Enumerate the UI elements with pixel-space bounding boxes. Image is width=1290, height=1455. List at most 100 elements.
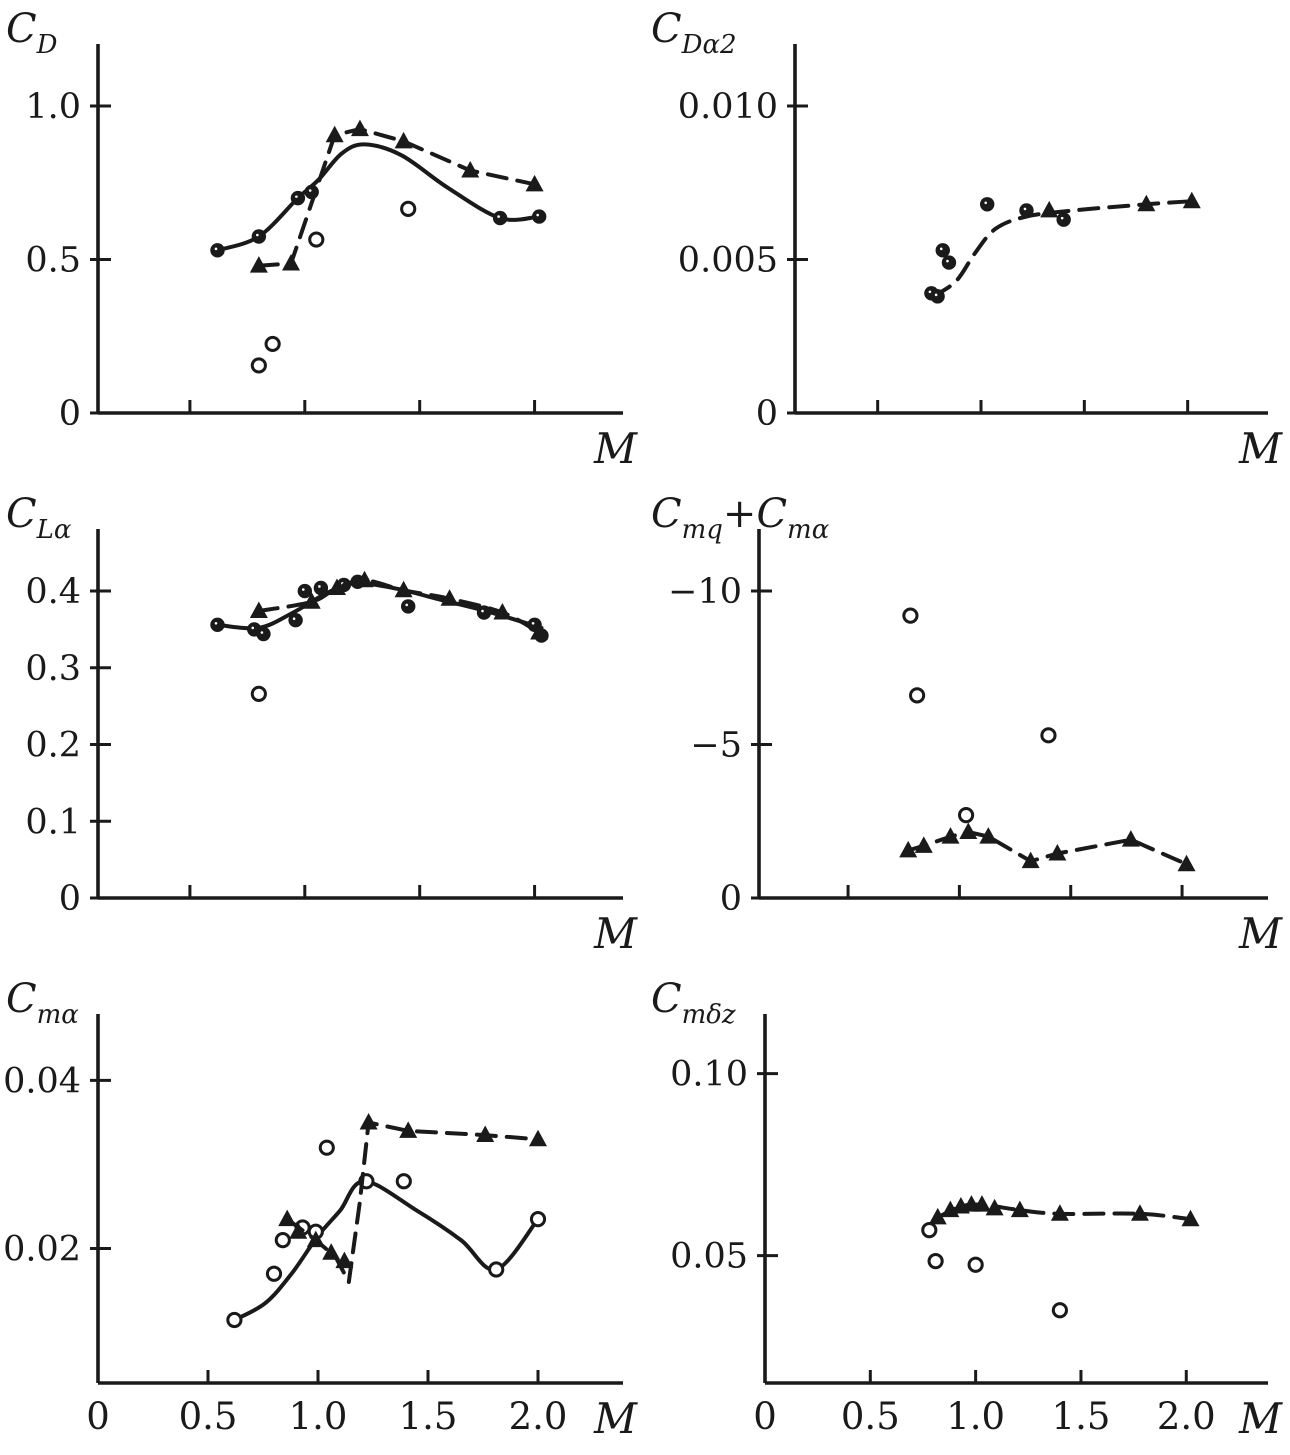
filled-circle-marker (930, 289, 945, 304)
marker-highlight (260, 631, 264, 634)
triangle-marker (529, 1129, 547, 1147)
y-tick-label: 0.4 (25, 572, 81, 612)
triangle-marker (461, 161, 480, 178)
axes: 0 0.5 1.0 (25, 44, 623, 434)
open-circle-marker (400, 200, 417, 217)
series-open-circles (250, 200, 417, 374)
y-tick-label: 0.04 (3, 1061, 81, 1101)
triangle-marker (928, 1207, 947, 1225)
series-line (232, 1179, 540, 1322)
axis-title-sub: mq (682, 515, 723, 545)
marker-highlight (934, 293, 938, 297)
y-tick-label: 0.02 (3, 1230, 81, 1270)
series-open-circles (250, 685, 267, 702)
open-circle-marker (488, 1261, 505, 1278)
series-solid-filled-circles (210, 142, 547, 258)
filled-circle-marker (290, 190, 306, 206)
triangle-marker (941, 827, 960, 844)
triangle-marker (249, 256, 268, 273)
open-circle-marker (308, 231, 325, 248)
axes: 0.02 0.04 0 0.5 1.0 1.5 2.0 (3, 1014, 623, 1438)
axis-title-base: C (651, 6, 682, 52)
triangle-marker (1050, 1204, 1069, 1221)
marker-highlight (318, 585, 321, 588)
triangle-marker (1177, 854, 1196, 872)
axis-title: CD​ (6, 6, 58, 60)
y-tick-label: 0.3 (25, 649, 81, 689)
triangle-marker (440, 589, 459, 606)
open-circle-marker (957, 807, 975, 824)
filled-circle-marker (941, 255, 957, 270)
open-circle-marker (265, 1265, 283, 1282)
filled-circle-marker (210, 617, 225, 633)
axis-title-base: C (651, 976, 682, 1022)
x-axis-label: M (1238, 1394, 1283, 1443)
marker-highlight (302, 588, 305, 591)
open-circle-marker (921, 1222, 938, 1239)
cmdz-chart: 0.05 0.10 0 0.5 1.0 1.5 2.0 Cmδz​ M (651, 976, 1283, 1443)
filled-circle-marker (297, 583, 312, 599)
triangle-marker (1121, 830, 1140, 847)
y-tick-label: −10 (668, 572, 742, 612)
marker-highlight (295, 195, 298, 198)
series-dashed-filled-triangles (249, 570, 549, 640)
x-axis-label: M (593, 424, 638, 473)
series-dashed-filled-triangles (278, 1112, 547, 1285)
marker-highlight (928, 290, 932, 294)
y-tick-label: 0.5 (25, 241, 81, 281)
triangle-marker (394, 131, 413, 149)
x-tick-label: 0 (86, 1395, 110, 1438)
axis-title-sub: mα (37, 1000, 80, 1030)
marker-highlight (536, 213, 539, 217)
triangle-marker (289, 1222, 308, 1239)
marker-highlight (405, 603, 409, 607)
axis-title-base: C (651, 491, 682, 537)
y-tick-label: 0.010 (678, 87, 778, 127)
triangle-marker (1137, 194, 1156, 212)
marker-highlight (214, 247, 218, 251)
axis-title-base: C (6, 491, 37, 537)
axis-title: Cmα​ (6, 976, 79, 1030)
open-circle-marker (264, 335, 281, 353)
triangle-marker (979, 827, 998, 844)
open-circle-marker (226, 1311, 243, 1329)
y-tick-label: 0.05 (670, 1237, 748, 1277)
open-circle-marker (318, 1139, 335, 1156)
axis-title-sub: mδz (682, 1000, 736, 1030)
axis-title-sub: Dα2 (681, 30, 737, 60)
triangle-marker (302, 592, 321, 609)
filled-circle-marker (210, 243, 225, 258)
marker-highlight (1060, 216, 1064, 220)
x-axis-label: M (593, 909, 638, 958)
axes: 0 −5 −10 (668, 529, 1268, 919)
axes: 0 0.1 0.2 0.3 0.4 (25, 529, 623, 919)
marker-highlight (251, 626, 255, 630)
y-tick-label: 0.2 (25, 726, 81, 766)
marker-highlight (984, 201, 987, 205)
x-tick-label: 1.5 (399, 1395, 458, 1438)
axis-title-sub: Lα (36, 515, 72, 545)
triangle-marker (322, 1243, 341, 1260)
triangle-marker (399, 1121, 418, 1138)
cd-chart: 0 0.5 1.0 CD​ M (6, 6, 638, 473)
panel-cd: 0 0.5 1.0 CD​ M (0, 0, 645, 485)
y-tick-label: 0.005 (678, 241, 778, 281)
filled-circle-marker (935, 243, 950, 258)
panel-cla: 0 0.1 0.2 0.3 0.4 CLα​ M (0, 485, 645, 970)
open-circle-marker (250, 357, 267, 374)
open-circle-marker (908, 687, 926, 704)
triangle-marker (335, 1251, 354, 1269)
series-solid-open-circles (226, 1139, 547, 1329)
filled-circle-marker (476, 605, 492, 620)
x-tick-label: 1.0 (946, 1395, 1005, 1438)
triangle-marker (1182, 191, 1201, 209)
triangle-marker (1130, 1204, 1149, 1221)
filled-circle-marker (1019, 203, 1034, 218)
open-circle-marker (274, 1232, 291, 1249)
y-tick-label: 0 (756, 394, 778, 434)
open-circle-marker (902, 607, 919, 624)
triangle-marker (278, 1209, 297, 1227)
triangle-marker (355, 570, 374, 588)
series-open-circles (921, 1222, 1068, 1319)
axis-title: Cmδz​ (651, 976, 736, 1030)
